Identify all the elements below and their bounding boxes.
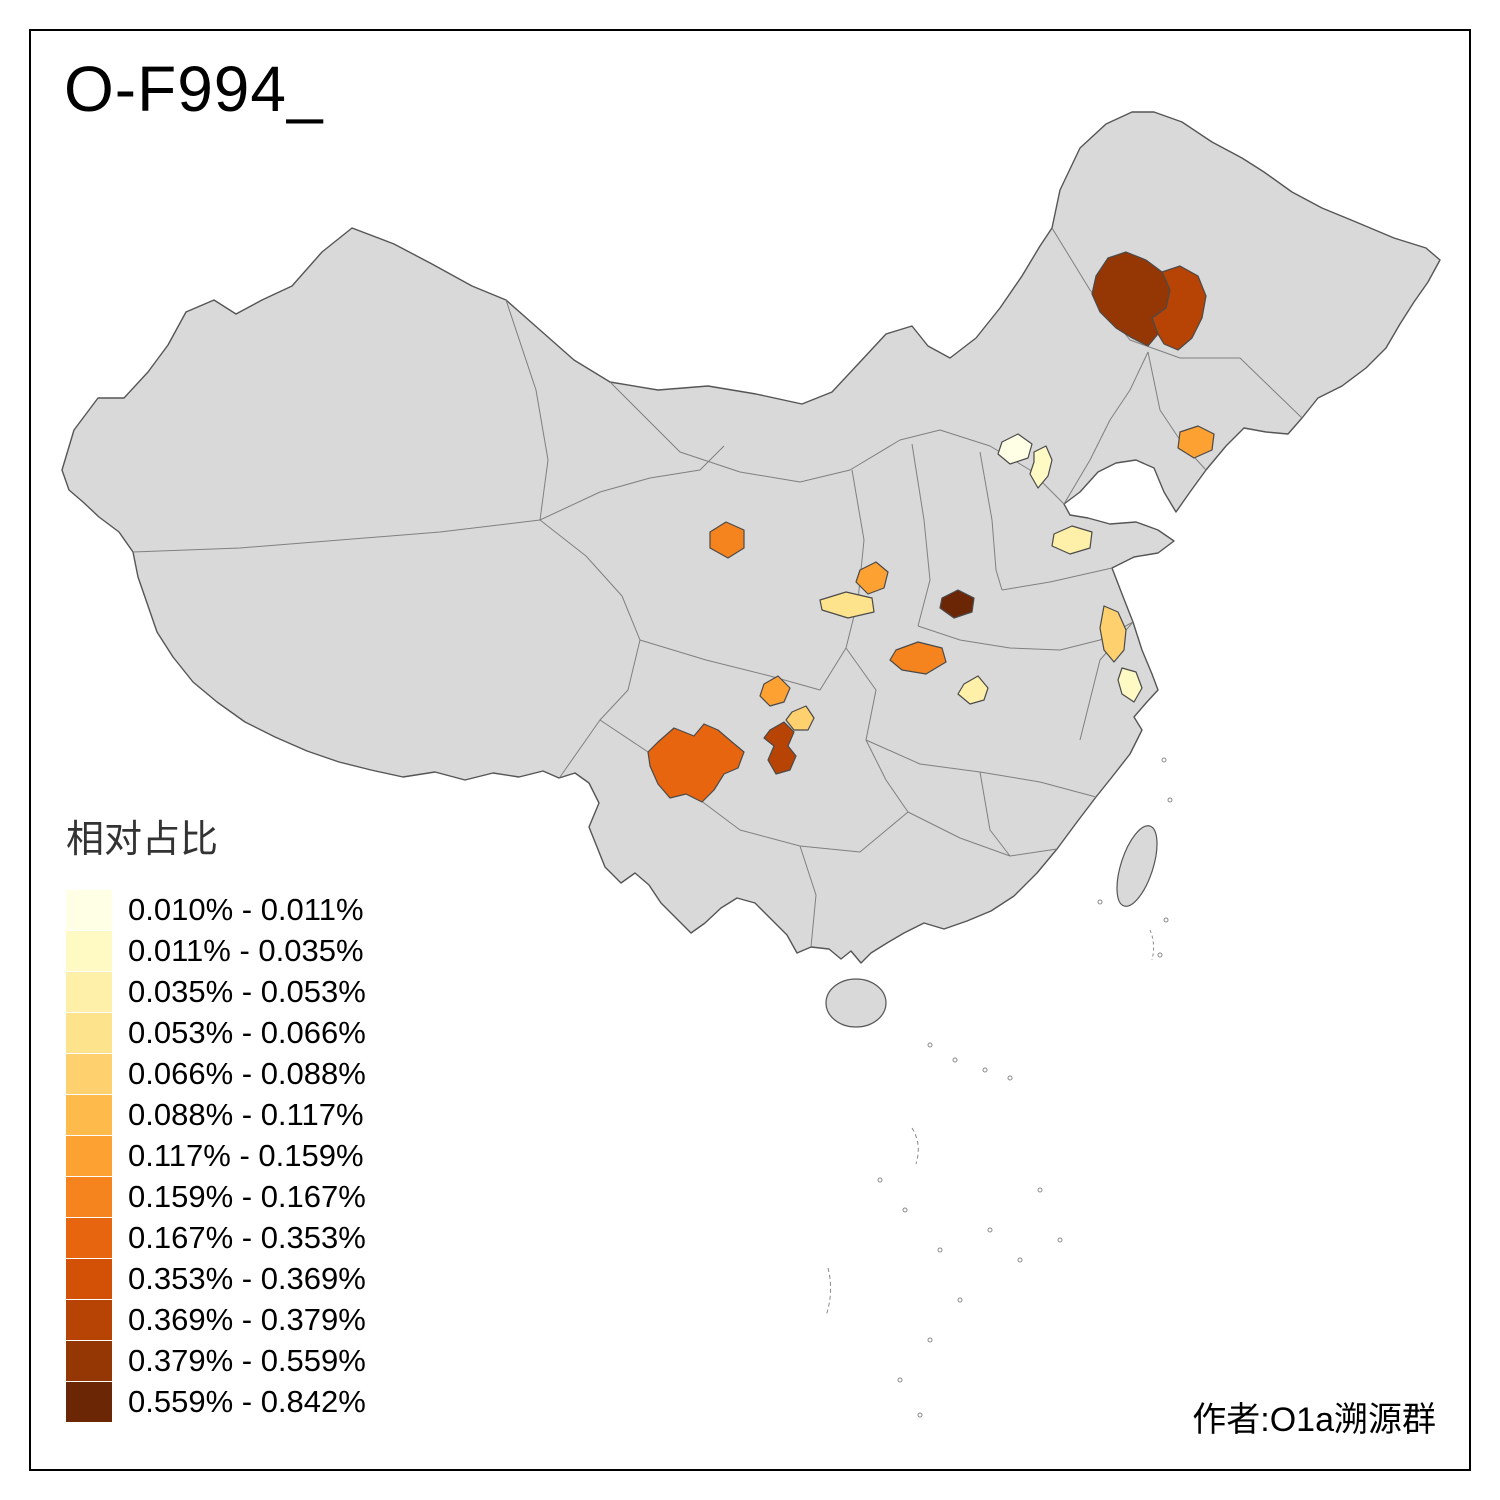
legend-swatch xyxy=(66,1381,112,1422)
legend-label: 0.353% - 0.369% xyxy=(128,1260,366,1296)
china-mainland xyxy=(61,111,1441,964)
legend-item: 0.117% - 0.159% xyxy=(66,1135,366,1176)
legend-label: 0.369% - 0.379% xyxy=(128,1301,366,1337)
legend-swatch xyxy=(66,1094,112,1135)
hainan-island xyxy=(825,978,887,1028)
legend-label: 0.035% - 0.053% xyxy=(128,973,366,1009)
choropleth-region xyxy=(997,433,1033,465)
choropleth-region xyxy=(1051,525,1093,555)
legend-swatch xyxy=(66,1176,112,1217)
legend-swatch xyxy=(66,930,112,971)
choropleth-regions xyxy=(647,251,1215,803)
choropleth-region xyxy=(1029,445,1053,489)
legend-swatch xyxy=(66,1258,112,1299)
legend-label: 0.088% - 0.117% xyxy=(128,1096,364,1132)
legend-item: 0.066% - 0.088% xyxy=(66,1053,366,1094)
legend-swatch xyxy=(66,1012,112,1053)
choropleth-region xyxy=(1117,667,1143,703)
legend-title: 相对占比 xyxy=(66,819,219,861)
legend-label: 0.159% - 0.167% xyxy=(128,1178,366,1214)
legend-label: 0.559% - 0.842% xyxy=(128,1383,366,1419)
choropleth-region xyxy=(957,675,989,705)
legend-item: 0.559% - 0.842% xyxy=(66,1381,366,1422)
legend-label: 0.053% - 0.066% xyxy=(128,1014,366,1050)
legend-item: 0.159% - 0.167% xyxy=(66,1176,366,1217)
legend-swatch xyxy=(66,971,112,1012)
legend-label: 0.379% - 0.559% xyxy=(128,1342,366,1378)
choropleth-region xyxy=(785,705,815,731)
choropleth-region xyxy=(647,723,745,803)
choropleth-region xyxy=(759,675,791,707)
legend-swatch xyxy=(66,1299,112,1340)
choropleth-region xyxy=(889,641,947,675)
legend-label: 0.117% - 0.159% xyxy=(128,1137,364,1173)
legend: 相对占比 0.010% - 0.011% 0.011% - 0.035% 0.0… xyxy=(66,808,366,1422)
legend-swatch xyxy=(66,1217,112,1258)
south-china-sea-islands xyxy=(825,757,1173,1418)
choropleth-region xyxy=(709,521,745,559)
legend-swatch xyxy=(66,1340,112,1381)
legend-item: 0.010% - 0.011% xyxy=(66,889,366,930)
legend-item: 0.369% - 0.379% xyxy=(66,1299,366,1340)
legend-item: 0.053% - 0.066% xyxy=(66,1012,366,1053)
legend-label: 0.011% - 0.035% xyxy=(128,932,364,968)
legend-swatch xyxy=(66,1135,112,1176)
choropleth-region xyxy=(1177,425,1215,459)
legend-label: 0.066% - 0.088% xyxy=(128,1055,366,1091)
legend-item: 0.379% - 0.559% xyxy=(66,1340,366,1381)
choropleth-region xyxy=(855,561,889,595)
chart-title: O-F994_ xyxy=(64,53,324,125)
choropleth-region xyxy=(819,591,875,619)
figure-frame xyxy=(29,29,1471,1471)
author-credit: 作者:O1a溯源群 xyxy=(1192,1401,1436,1439)
choropleth-region xyxy=(1151,265,1207,351)
choropleth-region xyxy=(763,721,797,775)
legend-item: 0.167% - 0.353% xyxy=(66,1217,366,1258)
legend-swatch xyxy=(66,1053,112,1094)
choropleth-region xyxy=(1099,605,1127,663)
legend-swatch xyxy=(66,889,112,930)
legend-item: 0.088% - 0.117% xyxy=(66,1094,366,1135)
legend-item: 0.353% - 0.369% xyxy=(66,1258,366,1299)
legend-item: 0.011% - 0.035% xyxy=(66,930,366,971)
choropleth-region xyxy=(939,589,975,619)
taiwan-island xyxy=(1116,825,1158,907)
legend-label: 0.167% - 0.353% xyxy=(128,1219,366,1255)
legend-label: 0.010% - 0.011% xyxy=(128,891,364,927)
legend-item: 0.035% - 0.053% xyxy=(66,971,366,1012)
